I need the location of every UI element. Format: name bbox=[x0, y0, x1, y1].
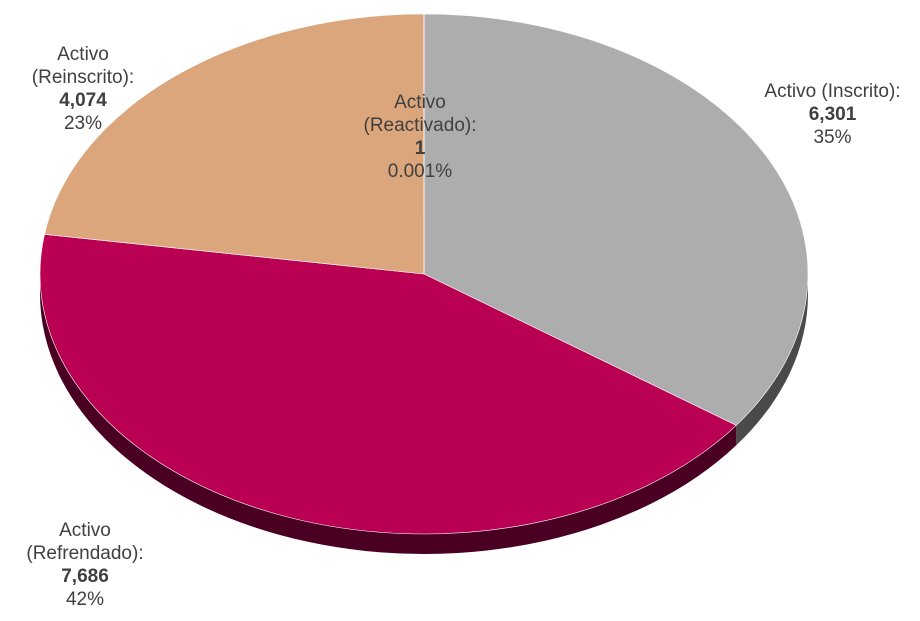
slice-label-reinscrito-name-2: (Reinscrito): bbox=[31, 67, 135, 88]
slice-label-refrendado-value: 7,686 bbox=[61, 566, 109, 587]
slice-label-refrendado-name-2: (Refrendado): bbox=[26, 543, 144, 564]
slice-label-reactivado: Activo (Reactivado): 1 0.001% bbox=[345, 91, 495, 183]
slice-label-inscrito-name: Activo (Inscrito): bbox=[764, 81, 901, 102]
slice-label-reinscrito-value: 4,074 bbox=[59, 90, 107, 111]
slice-label-reactivado-name-1: Activo bbox=[394, 92, 446, 113]
slice-label-refrendado-name-1: Activo bbox=[59, 520, 111, 541]
slice-label-inscrito: Activo (Inscrito): 6,301 35% bbox=[740, 80, 920, 149]
pie-slice-2 bbox=[44, 13, 425, 275]
slice-label-inscrito-percent: 35% bbox=[813, 127, 852, 148]
slice-label-refrendado: Activo (Refrendado): 7,686 42% bbox=[4, 519, 166, 611]
pie-slice-0 bbox=[423, 13, 809, 426]
pie-slice-1 bbox=[39, 233, 737, 535]
slice-label-reactivado-value: 1 bbox=[414, 138, 426, 159]
pie-side-0 bbox=[736, 274, 808, 446]
slice-label-reactivado-percent: 0.001% bbox=[387, 161, 453, 182]
slice-label-reinscrito: Activo (Reinscrito): 4,074 23% bbox=[8, 43, 158, 135]
slice-label-reinscrito-name-1: Activo bbox=[57, 44, 109, 65]
slice-label-reactivado-name-2: (Reactivado): bbox=[363, 115, 477, 136]
slice-label-reinscrito-percent: 23% bbox=[63, 113, 103, 134]
slice-label-inscrito-value: 6,301 bbox=[808, 104, 857, 125]
slice-label-refrendado-percent: 42% bbox=[65, 589, 105, 610]
